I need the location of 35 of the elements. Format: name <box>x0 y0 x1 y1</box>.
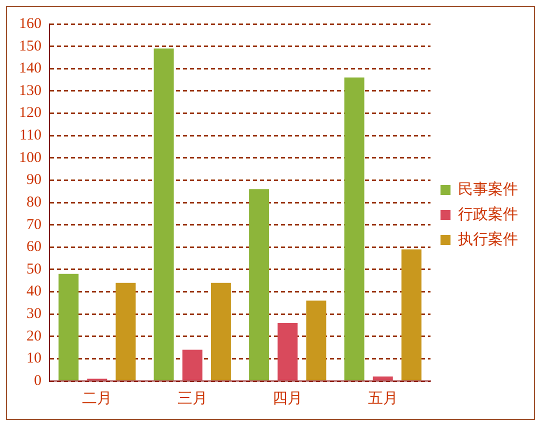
y-tick-label: 150 <box>19 38 42 54</box>
y-tick-label: 60 <box>26 239 42 256</box>
bar <box>58 274 79 380</box>
x-tick-label: 二月 <box>82 388 112 407</box>
bar <box>372 376 393 380</box>
legend-label: 行政案件 <box>458 204 518 223</box>
y-tick-label: 80 <box>26 194 42 210</box>
y-tick-label: 70 <box>26 216 42 233</box>
y-tick-label: 20 <box>26 328 42 344</box>
x-tick-label: 四月 <box>272 388 303 407</box>
y-tick-label: 10 <box>26 350 42 367</box>
bar <box>306 300 326 380</box>
bar <box>401 249 422 380</box>
bar <box>210 282 231 380</box>
bar <box>154 48 174 380</box>
bar <box>116 282 136 380</box>
bar <box>182 350 202 380</box>
y-tick-label: 110 <box>20 128 42 144</box>
legend-label: 执行案件 <box>458 230 518 248</box>
y-tick-label: 90 <box>26 172 42 188</box>
x-tick-label: 三月 <box>177 388 208 407</box>
y-tick-label: 40 <box>26 284 42 300</box>
bar <box>344 78 364 380</box>
bar <box>249 189 270 380</box>
y-tick-label: 130 <box>19 82 42 99</box>
y-tick-label: 30 <box>26 306 42 322</box>
y-tick-label: 140 <box>19 60 42 77</box>
y-tick-label: 160 <box>19 16 42 32</box>
x-tick-label: 五月 <box>368 388 398 407</box>
y-tick-label: 120 <box>19 105 42 122</box>
y-tick-label: 0 <box>34 372 42 389</box>
y-tick-label: 100 <box>19 150 42 166</box>
y-tick-label: 50 <box>26 261 42 278</box>
bar <box>278 322 298 380</box>
legend-label: 民事案件 <box>458 180 518 198</box>
